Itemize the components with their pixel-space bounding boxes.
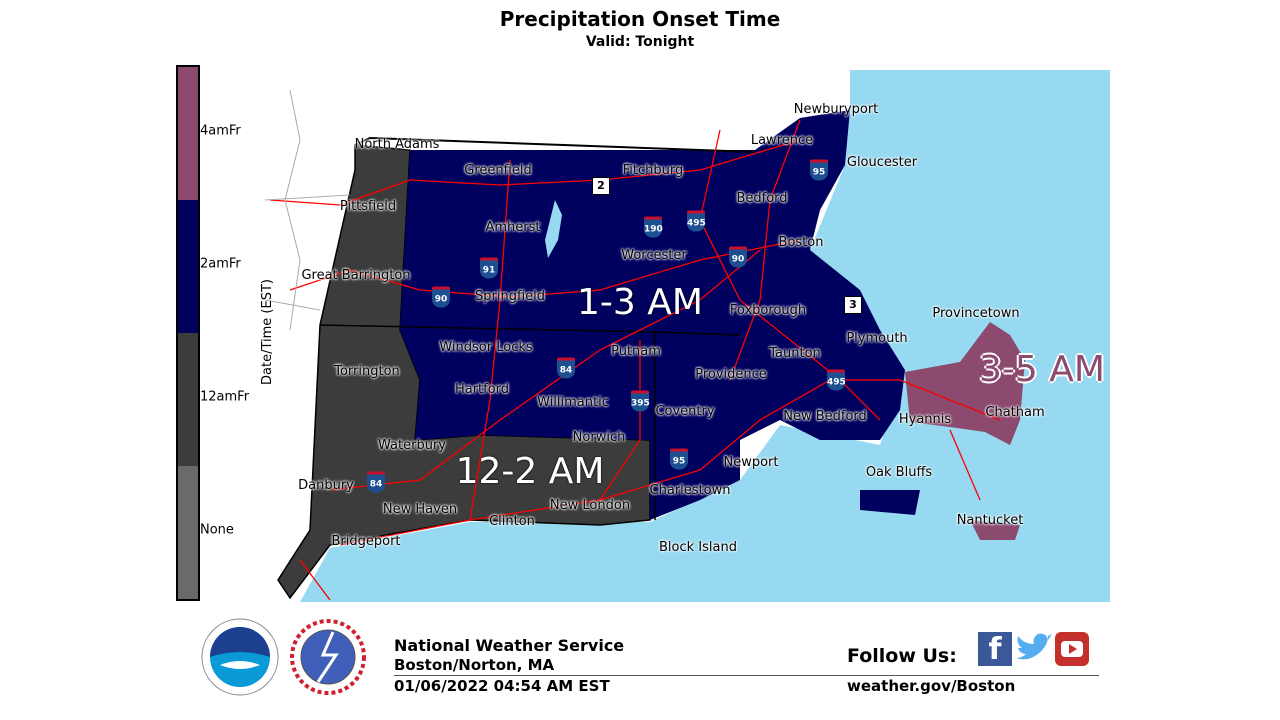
marthas-vineyard — [860, 490, 920, 515]
city-label: Chatham — [985, 405, 1045, 420]
city-label: New Bedford — [783, 409, 867, 424]
colorbar-segment-12am — [178, 333, 198, 466]
twitter-icon[interactable] — [1014, 632, 1052, 666]
facebook-icon[interactable]: f — [978, 632, 1012, 667]
roads — [269, 119, 1001, 601]
zone-label-1-3am: 1-3 AM — [577, 282, 703, 323]
interstate-shield: 84 — [557, 357, 575, 379]
city-label: Norwich — [572, 430, 626, 445]
city-label: Greenfield — [464, 163, 532, 178]
city-label: New London — [549, 498, 631, 513]
city-label: New Haven — [382, 502, 458, 517]
zone-1-3am — [400, 110, 905, 520]
website-link[interactable]: weather.gov/Boston — [847, 677, 1016, 695]
footer-org: National Weather Service — [394, 636, 625, 655]
city-label: Hyannis — [898, 412, 952, 427]
colorbar-tick: 12amFr — [200, 389, 250, 405]
route-shield: 3 — [844, 296, 862, 314]
county-lines — [265, 89, 351, 331]
footer-divider — [394, 675, 1099, 676]
noaa-logo — [201, 618, 279, 696]
city-label: Willimantic — [537, 395, 609, 410]
interstate-shield: 95 — [670, 448, 688, 470]
nantucket — [970, 520, 1020, 540]
city-label: Putnam — [611, 344, 661, 359]
city-label: North Adams — [354, 137, 440, 152]
city-label: Oak Bluffs — [865, 465, 933, 480]
quabbin-reservoir — [545, 200, 562, 258]
interstate-shield: 495 — [687, 210, 706, 232]
colorbar-tick: 2amFr — [200, 256, 241, 272]
colorbar-segment-4am — [178, 67, 198, 200]
zone-3-5am — [905, 322, 1025, 445]
colorbar — [176, 65, 200, 601]
colorbar-tick: None — [200, 522, 234, 538]
city-label: Danbury — [298, 478, 354, 493]
city-label: Springfield — [474, 289, 546, 304]
city-label: Plymouth — [846, 331, 908, 346]
interstate-shield: 190 — [644, 216, 663, 238]
city-label: Provincetown — [932, 306, 1020, 321]
ocean — [300, 70, 1110, 602]
interstate-shield: 95 — [810, 159, 828, 181]
zone-label-3-5am: 3-5 AM — [979, 349, 1105, 390]
city-label: Providence — [695, 367, 767, 382]
interstate-shield: 84 — [367, 471, 385, 493]
city-label: Newport — [723, 455, 779, 470]
state-border — [354, 136, 756, 153]
city-label: Taunton — [769, 346, 821, 361]
city-label: Windsor Locks — [439, 340, 533, 355]
city-label: Clinton — [489, 514, 535, 529]
route-shield: 2 — [592, 177, 610, 195]
colorbar-segment-2am — [178, 200, 198, 333]
interstate-shield: 90 — [432, 286, 450, 308]
nws-logo — [290, 619, 366, 695]
map-subtitle: Valid: Tonight — [585, 34, 695, 50]
city-label: Boston — [778, 235, 824, 250]
city-label: Lawrence — [750, 133, 814, 148]
colorbar-segment-none — [178, 466, 198, 599]
youtube-icon[interactable] — [1055, 632, 1089, 666]
city-label: Hartford — [454, 382, 510, 397]
interstate-shield: 90 — [729, 246, 747, 268]
city-label: Bridgeport — [331, 534, 401, 549]
colorbar-label: Date/Time (EST) — [260, 279, 275, 385]
city-label: Pittsfield — [339, 199, 397, 214]
follow-us-label: Follow Us: — [847, 645, 957, 667]
city-label: Bedford — [736, 191, 788, 206]
city-label: Gloucester — [846, 155, 918, 170]
city-label: Waterbury — [378, 438, 446, 453]
city-label: Block Island — [659, 540, 737, 555]
city-label: Foxborough — [729, 303, 807, 318]
city-label: Newburyport — [793, 102, 879, 117]
city-label: Coventry — [655, 404, 715, 419]
zone-label-12-2am: 12-2 AM — [455, 451, 605, 492]
colorbar-tick: 4amFr — [200, 123, 241, 139]
city-label: Great Barrington — [301, 268, 411, 283]
map-title: Precipitation Onset Time — [499, 7, 781, 31]
footer-timestamp: 01/06/2022 04:54 AM EST — [394, 677, 610, 695]
interstate-shield: 91 — [480, 257, 498, 279]
city-label: Charlestown — [649, 483, 731, 498]
city-label: Worcester — [621, 248, 687, 263]
city-label: Amherst — [485, 220, 541, 235]
city-label: Fitchburg — [622, 163, 684, 178]
city-label: Nantucket — [956, 513, 1024, 528]
interstate-shield: 395 — [631, 390, 650, 412]
interstate-shield: 495 — [827, 369, 846, 391]
footer-office: Boston/Norton, MA — [394, 656, 555, 674]
city-label: Torrington — [334, 364, 400, 379]
